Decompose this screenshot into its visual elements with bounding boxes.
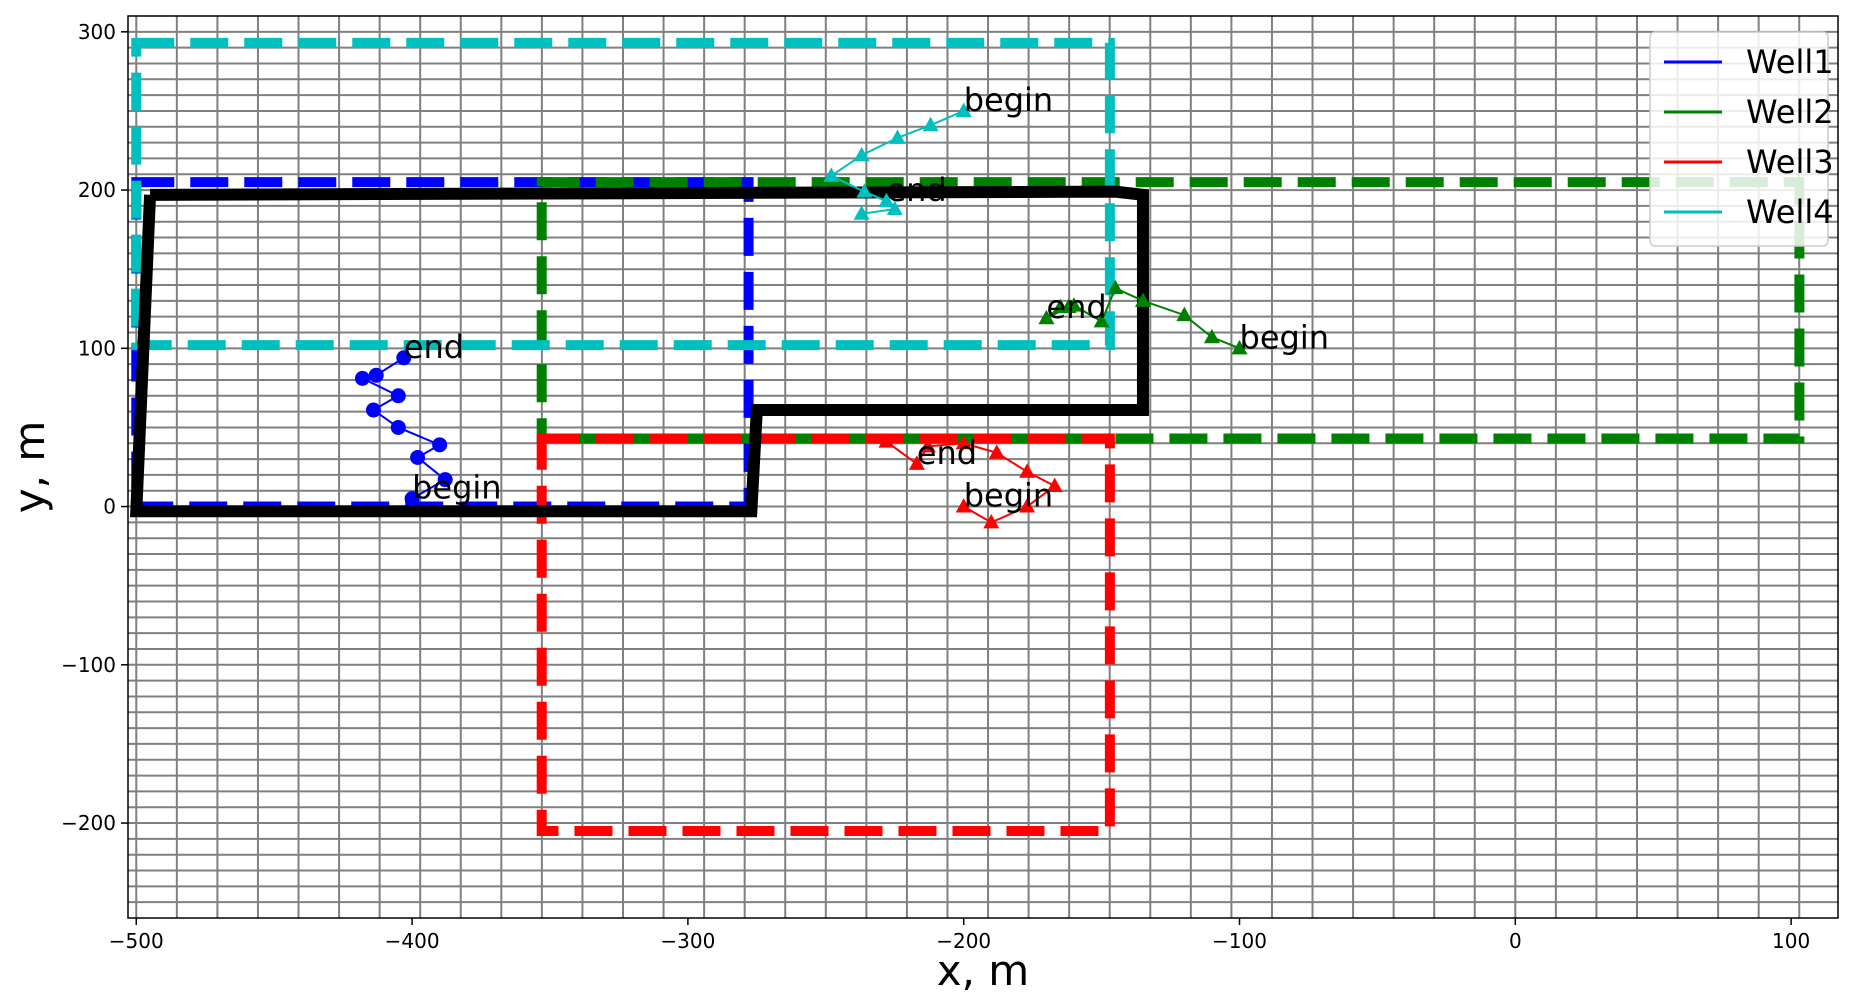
annotation-end: end — [404, 328, 464, 366]
annotation-begin: begin — [964, 81, 1053, 119]
rectangle-well4 — [131, 37, 1115, 351]
x-axis-ticks: −500 −400 −300 −200 −100 0 100 — [109, 918, 1810, 953]
series-point-well3 — [983, 513, 1000, 529]
series-point-well4 — [878, 192, 895, 208]
series-point-well4 — [955, 102, 972, 117]
series-point-well4 — [889, 129, 906, 144]
series-point-well1 — [410, 450, 426, 466]
legend: Well1 Well2 Well3 Well4 — [1649, 31, 1834, 247]
series-point-well3 — [919, 438, 936, 453]
plot-area — [128, 16, 1838, 918]
series-point-well1 — [368, 367, 384, 383]
x-tick-label: −500 — [109, 929, 164, 953]
boundary-line — [130, 185, 1149, 518]
x-tick-label: −300 — [660, 929, 715, 953]
series-point-well2 — [1176, 306, 1193, 322]
rectangle-well3 — [536, 433, 1115, 836]
x-tick-label: 0 — [1509, 929, 1522, 953]
legend-label-well2: Well2 — [1746, 93, 1834, 131]
y-tick-label: 0 — [103, 495, 116, 519]
series-point-well3 — [955, 434, 972, 450]
series-point-well2 — [1231, 339, 1248, 355]
y-axis-label: y, m — [5, 421, 54, 513]
series-point-well2 — [1038, 309, 1055, 325]
x-tick-label: −200 — [936, 929, 991, 953]
x-axis-label: x, m — [937, 946, 1029, 994]
boundary — [130, 185, 1149, 518]
series-point-well2 — [1134, 292, 1151, 307]
series-point-well3 — [955, 498, 972, 513]
series-point-well1 — [437, 472, 453, 488]
annotation-begin: begin — [964, 477, 1053, 515]
series-point-well4 — [823, 167, 840, 182]
series-point-well4 — [853, 146, 870, 162]
plot-frame — [127, 15, 1839, 919]
grid — [128, 16, 1838, 918]
series-point-well3 — [1019, 463, 1036, 478]
series-point-well2 — [1203, 328, 1220, 344]
series-point-well1 — [396, 350, 412, 366]
legend-label-well4: Well4 — [1746, 193, 1834, 231]
series-point-well4 — [922, 116, 939, 132]
series-point-well2 — [1107, 279, 1124, 295]
series-point-well1 — [365, 402, 381, 418]
series-point-well2 — [1060, 298, 1077, 314]
series-point-well1 — [390, 388, 406, 404]
annotations: begin end begin end begin end begin end — [404, 81, 1329, 515]
annotation-end: end — [886, 171, 946, 209]
series-point-well1 — [390, 419, 406, 435]
y-tick-label: 300 — [78, 20, 116, 44]
annotation-begin: begin — [1240, 318, 1329, 356]
series — [354, 102, 1248, 529]
series-point-well4 — [853, 205, 870, 220]
series-point-well3 — [988, 444, 1005, 459]
series-point-well3 — [908, 455, 925, 470]
y-tick-label: −200 — [61, 811, 116, 835]
x-tick-label: −100 — [1212, 929, 1267, 953]
series-point-well3 — [1046, 477, 1063, 492]
series-point-well1 — [404, 491, 420, 507]
x-tick-label: 100 — [1772, 929, 1810, 953]
annotation-end: end — [917, 434, 977, 472]
series-point-well3 — [878, 433, 895, 448]
series-point-well4 — [886, 200, 903, 216]
series-point-well1 — [354, 370, 370, 386]
annotation-begin: begin — [412, 469, 501, 507]
series-point-well4 — [856, 183, 873, 198]
legend-label-well3: Well3 — [1746, 143, 1834, 181]
y-tick-label: 200 — [78, 178, 116, 202]
rectangle-well2 — [536, 177, 1805, 444]
annotation-end: end — [1046, 288, 1106, 326]
legend-label-well1: Well1 — [1746, 43, 1834, 81]
x-tick-label: −400 — [385, 929, 440, 953]
series-point-well1 — [432, 437, 448, 453]
series-line-well3 — [885, 440, 1057, 524]
y-tick-label: 100 — [78, 336, 116, 360]
y-axis-ticks: −200 −100 0 100 200 300 — [61, 20, 128, 835]
series-point-well2 — [1093, 313, 1110, 328]
series-point-well3 — [1019, 498, 1036, 513]
legend-box — [1649, 31, 1829, 247]
y-tick-label: −100 — [61, 653, 116, 677]
